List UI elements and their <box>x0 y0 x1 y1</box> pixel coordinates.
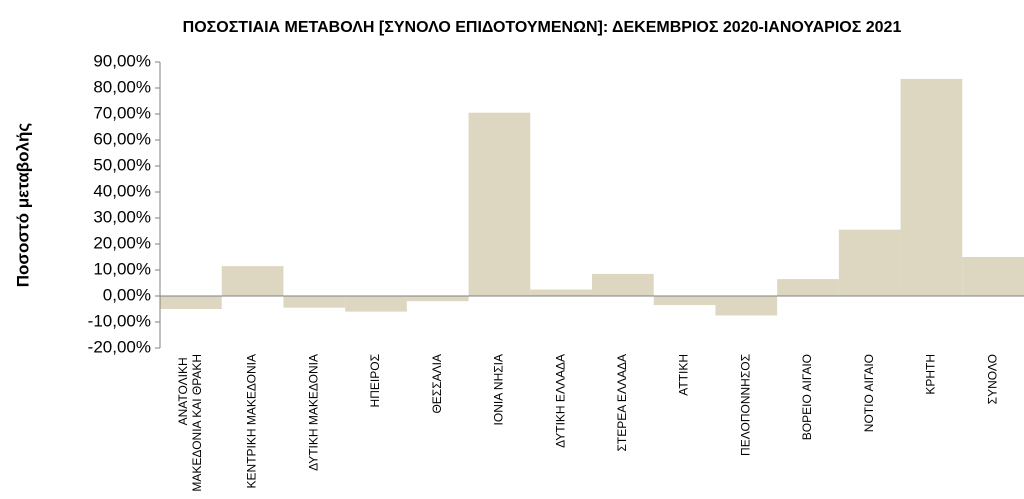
bar <box>221 266 284 296</box>
bar <box>530 289 592 296</box>
bar <box>592 273 654 296</box>
x-tick-label: ΘΕΣΣΑΛΙΑ <box>430 354 444 414</box>
y-tick-label: 10,00% <box>93 259 151 278</box>
y-tick-label: 40,00% <box>93 181 151 200</box>
chart-title: ΠΟΣΟΣΤΙΑΙΑ ΜΕΤΑΒΟΛΗ [ΣΥΝΟΛΟ ΕΠΙΔΟΤΟΥΜΕΝΩ… <box>183 19 902 36</box>
x-tick-label: ΚΡΗΤΗ <box>924 354 938 395</box>
bar <box>777 279 839 296</box>
x-tick-label: ΙΟΝΙΑ ΝΗΣΙΑ <box>492 354 506 425</box>
bar <box>962 257 1024 296</box>
x-tick-label: ΝΟΤΙΟ ΑΙΓΑΙΟ <box>862 354 876 432</box>
y-tick-label: 70,00% <box>93 103 151 122</box>
bar <box>653 296 716 306</box>
x-tick-label: ΣΥΝΟΛΟ <box>985 354 999 404</box>
bar <box>468 112 531 296</box>
y-tick-label: 80,00% <box>93 77 151 96</box>
x-tick-label: ΔΥΤΙΚΗ ΕΛΛΑΔΑ <box>553 354 567 448</box>
y-tick-label: 50,00% <box>93 155 151 174</box>
y-tick-label: 60,00% <box>93 129 151 148</box>
x-tick-label: ΗΠΕΙΡΟΣ <box>368 354 382 407</box>
y-tick-label: -20,00% <box>88 337 151 356</box>
bar <box>406 296 469 302</box>
bar <box>900 78 963 297</box>
x-tick-label: ΣΤΕΡΕΑ ΕΛΛΑΔΑ <box>615 354 629 452</box>
x-tick-label: ΠΕΛΟΠΟΝΝΗΣΟΣ <box>738 354 752 456</box>
y-axis-label: Ποσοστό μεταβολής <box>13 123 32 288</box>
bar <box>283 296 346 308</box>
x-tick-label: ΒΟΡΕΙΟ ΑΙΓΑΙΟ <box>800 354 814 440</box>
y-tick-label: 20,00% <box>93 233 151 252</box>
y-tick-label: 90,00% <box>93 51 151 70</box>
y-tick-label: 30,00% <box>93 207 151 226</box>
x-tick-label: ΑΤΤΙΚΗ <box>677 354 691 396</box>
x-tick-label: ΔΥΤΙΚΗ ΜΑΚΕΔΟΝΙΑ <box>306 354 320 471</box>
x-tick-label: ΑΝΑΤΟΛΙΚΗ ΜΑΚΕΔΟΝΙΑ ΚΑΙ ΘΡΑΚΗ <box>176 354 204 492</box>
bar <box>345 296 407 312</box>
bar <box>838 229 901 296</box>
bar <box>715 296 778 316</box>
x-tick-label: ΚΕΝΤΡΙΚΗ ΜΑΚΕΔΟΝΙΑ <box>245 354 259 488</box>
bar <box>160 296 222 309</box>
y-tick-label: -10,00% <box>88 311 151 330</box>
y-tick-label: 0,00% <box>103 285 151 304</box>
